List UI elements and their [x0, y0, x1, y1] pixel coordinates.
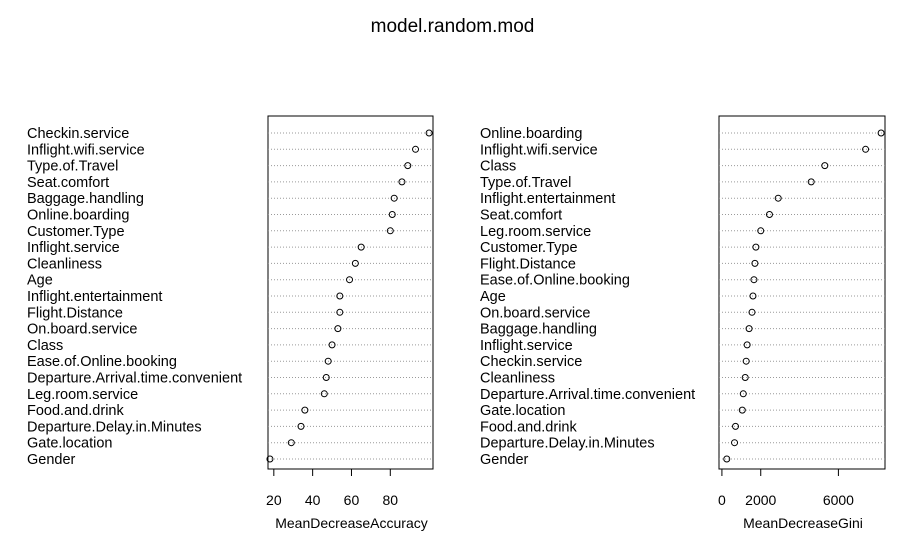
- category-label: Online.boarding: [27, 208, 129, 224]
- x-tick-label: 20: [266, 492, 282, 508]
- data-point: [745, 325, 753, 333]
- data-point: [287, 439, 295, 447]
- data-point: [739, 390, 747, 398]
- category-label: Checkin.service: [480, 354, 582, 370]
- data-point: [324, 357, 332, 365]
- category-label: Inflight.service: [480, 338, 573, 354]
- category-label: Customer.Type: [480, 240, 578, 256]
- category-label: Type.of.Travel: [27, 159, 118, 175]
- data-point: [351, 259, 359, 267]
- x-tick-label: 0: [718, 492, 726, 508]
- data-point: [723, 455, 731, 463]
- chart-title: model.random.mod: [370, 16, 535, 37]
- category-label: Food.and.drink: [480, 419, 577, 435]
- category-label: Flight.Distance: [480, 256, 576, 272]
- data-point: [404, 162, 412, 170]
- x-tick-label: 60: [344, 492, 360, 508]
- data-point: [357, 243, 365, 251]
- data-point: [751, 259, 759, 267]
- category-label: Ease.of.Online.booking: [480, 273, 630, 289]
- data-point: [742, 357, 750, 365]
- data-point: [390, 194, 398, 202]
- data-point: [749, 292, 757, 300]
- category-label: Age: [480, 289, 506, 305]
- data-point: [877, 129, 885, 137]
- data-point: [398, 178, 406, 186]
- category-label: Departure.Arrival.time.convenient: [480, 387, 695, 403]
- data-point: [862, 145, 870, 153]
- x-tick-label: 40: [305, 492, 321, 508]
- data-point: [334, 325, 342, 333]
- category-label: Seat.comfort: [480, 208, 562, 224]
- category-label: Gender: [27, 452, 76, 468]
- category-label: Type.of.Travel: [480, 175, 571, 191]
- category-label: Online.boarding: [480, 126, 582, 142]
- data-point: [412, 145, 420, 153]
- category-label: Departure.Delay.in.Minutes: [27, 419, 202, 435]
- x-tick-label: 2000: [745, 492, 776, 508]
- data-point: [322, 374, 330, 381]
- category-label: Class: [480, 159, 516, 175]
- category-label: Food.and.drink: [27, 403, 124, 419]
- plot-frame-1: [267, 115, 434, 470]
- category-label: Gate.location: [27, 436, 112, 452]
- category-label: Inflight.service: [27, 240, 120, 256]
- data-point: [301, 406, 309, 414]
- category-label: Cleanliness: [480, 371, 555, 387]
- category-label: Age: [27, 273, 53, 289]
- category-label: Inflight.entertainment: [480, 191, 615, 207]
- category-label: Seat.comfort: [27, 175, 109, 191]
- category-label: Ease.of.Online.booking: [27, 354, 177, 370]
- category-label: Checkin.service: [27, 126, 129, 142]
- category-label: Cleanliness: [27, 256, 102, 272]
- category-label: Inflight.wifi.service: [480, 142, 598, 158]
- category-label: Leg.room.service: [27, 387, 138, 403]
- data-point: [336, 308, 344, 316]
- category-label: Gender: [480, 452, 529, 468]
- category-label: Customer.Type: [27, 224, 125, 240]
- category-label: On.board.service: [27, 322, 137, 338]
- x-axis-label: MeanDecreaseAccuracy: [275, 515, 428, 531]
- data-point: [738, 406, 746, 414]
- data-point: [266, 455, 274, 463]
- category-label: Baggage.handling: [480, 322, 597, 338]
- data-point: [388, 211, 396, 218]
- data-point: [297, 422, 305, 430]
- data-point: [821, 162, 829, 170]
- data-point: [807, 178, 815, 186]
- category-label: Inflight.wifi.service: [27, 142, 145, 158]
- data-point: [774, 194, 782, 202]
- data-point: [425, 129, 433, 137]
- data-point: [346, 276, 354, 284]
- data-point: [750, 276, 758, 284]
- x-axis-label: MeanDecreaseGini: [743, 515, 863, 531]
- x-tick-label: 80: [383, 492, 399, 508]
- x-tick-label: 6000: [823, 492, 854, 508]
- data-point: [328, 341, 336, 349]
- data-point: [757, 227, 765, 235]
- data-point: [743, 341, 751, 349]
- category-label: Flight.Distance: [27, 305, 123, 321]
- category-label: Departure.Arrival.time.convenient: [27, 371, 242, 387]
- data-point: [741, 374, 749, 381]
- data-point: [731, 439, 739, 447]
- data-point: [386, 227, 394, 235]
- category-label: On.board.service: [480, 305, 590, 321]
- data-point: [732, 422, 740, 430]
- data-point: [752, 243, 760, 251]
- category-label: Inflight.entertainment: [27, 289, 162, 305]
- category-label: Departure.Delay.in.Minutes: [480, 436, 655, 452]
- category-label: Baggage.handling: [27, 191, 144, 207]
- plot-frame-2: [718, 115, 886, 470]
- data-point: [336, 292, 344, 300]
- data-point: [320, 390, 328, 398]
- data-point: [765, 211, 773, 218]
- data-point: [748, 308, 756, 316]
- category-label: Class: [27, 338, 63, 354]
- category-label: Gate.location: [480, 403, 565, 419]
- category-label: Leg.room.service: [480, 224, 591, 240]
